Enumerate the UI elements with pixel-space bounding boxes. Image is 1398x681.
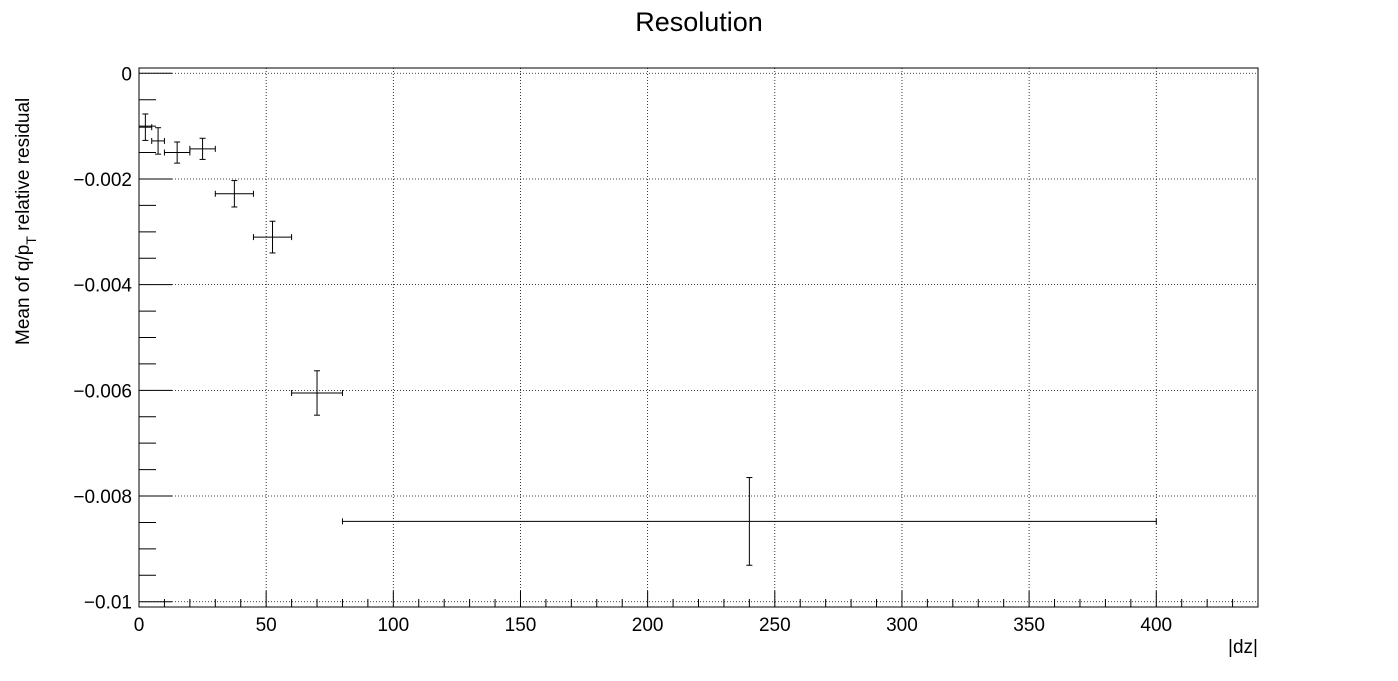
x-tick-label: 50 <box>256 615 277 636</box>
y-axis-label-main: Mean of q/p <box>13 245 34 345</box>
x-axis-label: |dz| <box>1228 637 1258 658</box>
y-axis-label: Mean of q/pT relative residual <box>13 98 39 345</box>
y-tick-label: −0.008 <box>73 487 132 508</box>
grid-layer <box>139 68 1258 607</box>
x-tick-label: 200 <box>632 615 664 636</box>
x-tick-label: 250 <box>759 615 791 636</box>
x-tick-label: 0 <box>134 615 145 636</box>
x-tick-label: 350 <box>1013 615 1045 636</box>
y-axis-label-rest: relative residual <box>13 98 34 236</box>
y-tick-label: 0 <box>121 64 132 85</box>
x-tick-label: 150 <box>505 615 537 636</box>
data-point <box>291 370 343 416</box>
data-point <box>214 180 254 208</box>
tick-label-layer: 0 50 100 150 200 250 300 350 400 0 −0.002 −0.004 −0.… <box>73 64 1172 636</box>
y-axis-label-subscript: T <box>23 236 39 245</box>
y-tick-label: −0.006 <box>73 381 132 402</box>
data-point <box>341 477 1157 566</box>
data-point-layer <box>138 113 1157 566</box>
data-point <box>163 141 191 164</box>
y-tick-label: −0.004 <box>73 276 132 297</box>
data-point <box>189 137 216 160</box>
y-tick-label: −0.01 <box>84 593 132 614</box>
x-tick-label: 400 <box>1140 615 1172 636</box>
x-tick-label: 100 <box>377 615 409 636</box>
x-tick-label: 300 <box>886 615 918 636</box>
data-point <box>151 127 165 155</box>
chart-title: Resolution <box>635 7 763 37</box>
data-point <box>252 220 293 254</box>
tick-layer <box>138 72 1259 607</box>
y-tick-label: −0.002 <box>73 170 132 191</box>
data-point <box>138 113 153 141</box>
plot-frame <box>138 67 1259 608</box>
